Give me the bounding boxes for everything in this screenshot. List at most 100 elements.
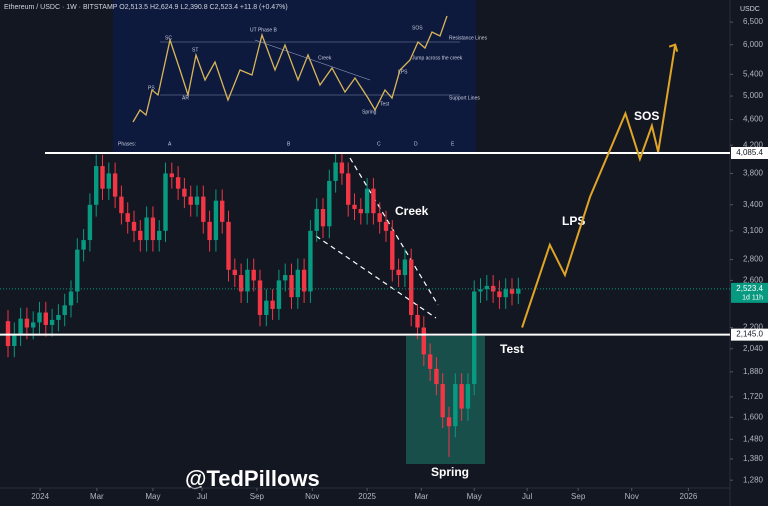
candle-body [100, 166, 105, 189]
candle-body [314, 208, 319, 231]
candle-body [226, 221, 231, 270]
inset-phases-label: Phases: [118, 141, 136, 147]
candle-body [453, 384, 458, 427]
candle-body [37, 312, 42, 323]
x-tick-label: Mar [414, 492, 428, 501]
candle-body [459, 384, 464, 409]
candle-body [421, 327, 427, 355]
candle-body [49, 319, 55, 325]
candle-body [175, 177, 181, 189]
inset-label: Creek [318, 55, 332, 61]
candle-body [31, 322, 36, 328]
candle-body [5, 321, 11, 347]
x-tick-label: Sep [571, 492, 586, 501]
inset-label: Spring [362, 109, 377, 115]
candle-body [295, 269, 301, 298]
level-tag [731, 328, 768, 341]
inset-phase: E [451, 141, 455, 147]
candle-body [440, 384, 445, 418]
candle-body [24, 318, 30, 328]
candle-body [364, 188, 370, 214]
candle-body [509, 289, 515, 294]
projection-arrow [668, 43, 679, 52]
candle-body [484, 285, 490, 290]
candle-body [383, 221, 389, 231]
candle-body [465, 384, 471, 409]
candle-body [257, 280, 263, 315]
candle-body [434, 368, 439, 385]
y-tick-label: 2,200 [743, 323, 764, 332]
inset-path [132, 15, 448, 123]
x-tick-label: 2024 [31, 492, 49, 501]
y-tick-label: 6,500 [743, 17, 764, 26]
annotation: Spring [431, 465, 469, 479]
candle-body [358, 208, 364, 214]
candle-body [182, 188, 187, 197]
candle-body [12, 333, 17, 347]
candle-body [301, 269, 307, 292]
y-tick-label: 1,380 [743, 454, 764, 463]
y-tick-label: 6,000 [743, 40, 764, 49]
candle-body [157, 230, 162, 241]
candle-body [371, 188, 376, 214]
candle-body [245, 269, 250, 292]
candle-body [18, 318, 23, 334]
x-tick-label: May [467, 492, 482, 501]
inset-label: LPS [398, 69, 408, 75]
candle-body [112, 173, 118, 197]
watermark: @TedPillows [185, 466, 320, 491]
inset-phase: B [287, 141, 291, 147]
inset-bg [113, 0, 476, 152]
candle-body [352, 204, 357, 209]
x-tick-label: Mar [90, 492, 104, 501]
inset-label: ST [192, 47, 198, 53]
candle-body [270, 300, 275, 309]
candle-body [276, 280, 282, 309]
candle-body [106, 173, 112, 189]
wyckoff-inset: PS SC AR ST UT Phase B Creek SOS LPS Spr… [113, 0, 488, 152]
candle-body [87, 204, 93, 241]
inset-creek-line [254, 39, 371, 81]
x-tick-label: Jul [522, 492, 532, 501]
candle-body [427, 354, 433, 369]
candle-body [251, 269, 256, 281]
candle-body [207, 221, 212, 241]
candle-body [213, 200, 219, 241]
candle-body [119, 196, 124, 214]
candle-body [415, 314, 420, 328]
candle-body [289, 275, 294, 298]
level-label: 2,145.0 [736, 330, 763, 339]
annotation: LPS [562, 214, 585, 228]
y-tick-label: 3,800 [743, 169, 764, 178]
candle-body [81, 240, 86, 250]
level-tag [731, 147, 768, 160]
y-tick-label: 1,600 [743, 412, 764, 421]
projection-path [521, 44, 677, 328]
countdown: 1d 11h [742, 295, 763, 302]
y-tick-label: 4,600 [743, 115, 764, 124]
candle-body [163, 173, 168, 231]
y-tick-label: 2,040 [743, 344, 764, 353]
candle-body [131, 221, 137, 231]
candle-body [94, 166, 99, 205]
candle-body [503, 289, 508, 298]
spring-zone [406, 336, 485, 464]
annotation: Creek [395, 204, 429, 218]
inset-label: Test [380, 101, 390, 107]
y-tick-label: 1,480 [743, 434, 764, 443]
inset-label: PS [148, 85, 155, 91]
inset-phase: D [414, 141, 418, 147]
inset-phase: C [377, 141, 381, 147]
currency: USDC [740, 6, 760, 13]
x-tick-label: Nov [305, 492, 319, 501]
candle-body [327, 180, 332, 227]
candle-body [409, 259, 414, 315]
inset-label: SC [165, 35, 172, 41]
x-tick-label: Jul [197, 492, 207, 501]
x-tick-label: May [145, 492, 160, 501]
inset-label: Support Lines [449, 95, 480, 101]
candle-body [43, 312, 49, 325]
candle-body [232, 269, 238, 276]
